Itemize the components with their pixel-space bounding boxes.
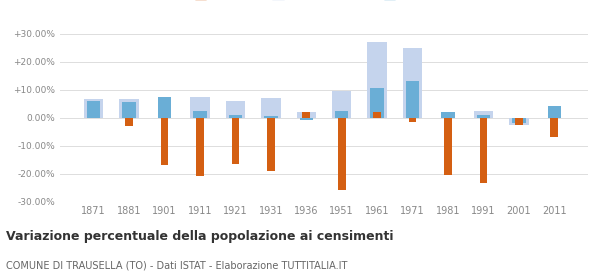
Bar: [193, 111, 207, 118]
Bar: [367, 42, 387, 118]
Bar: [261, 98, 281, 118]
Bar: [509, 118, 529, 125]
Text: COMUNE DI TRAUSELLA (TO) - Dati ISTAT - Elaborazione TUTTITALIA.IT: COMUNE DI TRAUSELLA (TO) - Dati ISTAT - …: [6, 260, 347, 270]
Bar: [370, 88, 384, 118]
Bar: [373, 112, 381, 118]
Bar: [84, 99, 103, 118]
Bar: [338, 118, 346, 190]
Bar: [125, 118, 133, 126]
Bar: [122, 102, 136, 118]
Bar: [441, 112, 455, 118]
Bar: [473, 111, 493, 118]
Bar: [264, 116, 278, 118]
Bar: [196, 118, 204, 176]
Bar: [87, 101, 100, 118]
Bar: [229, 115, 242, 118]
Bar: [296, 112, 316, 118]
Bar: [119, 99, 139, 118]
Bar: [299, 118, 313, 120]
Text: Variazione percentuale della popolazione ai censimenti: Variazione percentuale della popolazione…: [6, 230, 394, 242]
Bar: [479, 118, 487, 183]
Bar: [476, 115, 490, 118]
Bar: [190, 97, 210, 118]
Bar: [512, 118, 526, 123]
Bar: [302, 112, 310, 118]
Bar: [444, 118, 452, 175]
Bar: [226, 101, 245, 118]
Bar: [335, 111, 349, 118]
Bar: [550, 118, 558, 137]
Bar: [406, 81, 419, 118]
Bar: [332, 91, 352, 118]
Bar: [409, 118, 416, 122]
Bar: [158, 97, 172, 118]
Bar: [267, 118, 275, 171]
Bar: [232, 118, 239, 164]
Bar: [548, 106, 561, 118]
Bar: [161, 118, 169, 165]
Bar: [515, 118, 523, 125]
Bar: [403, 48, 422, 118]
Legend: Trausella, Provincia di TO, Piemonte: Trausella, Provincia di TO, Piemonte: [191, 0, 457, 5]
